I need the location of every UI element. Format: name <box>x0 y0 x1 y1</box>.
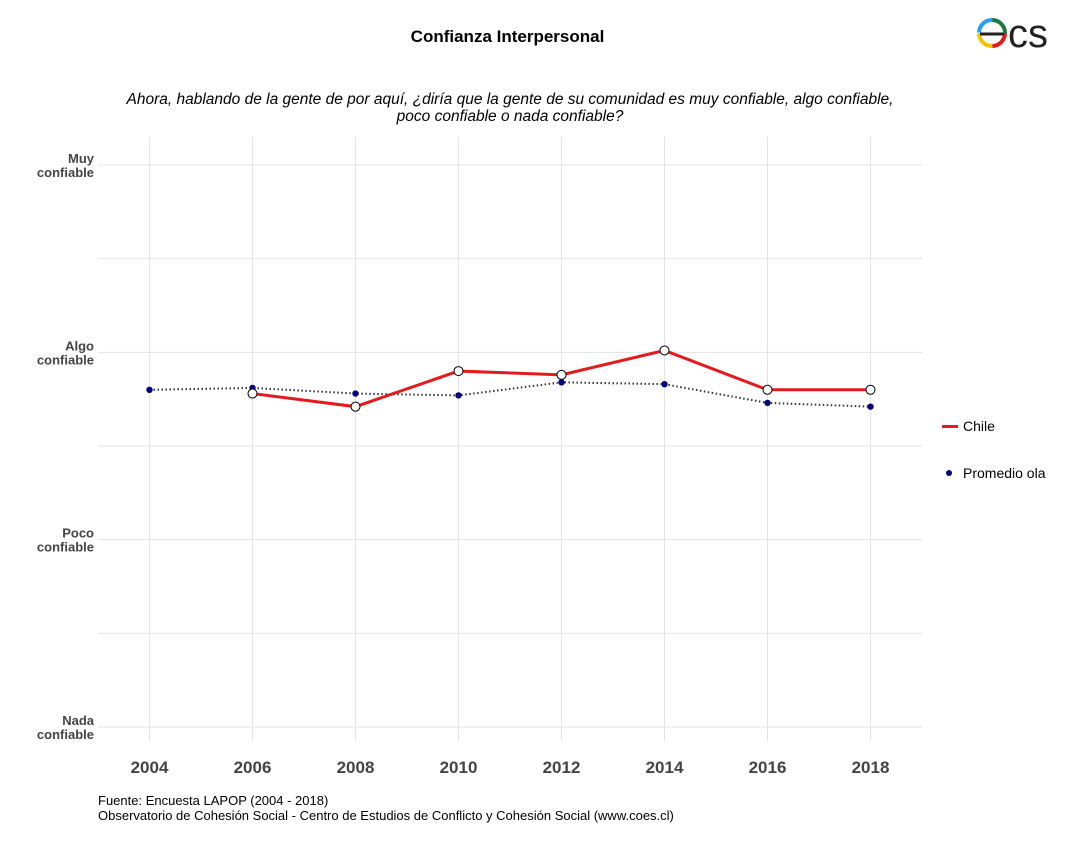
y-tick-label-line: Nada <box>62 713 95 728</box>
grid-lines <box>98 137 922 741</box>
point-promedio-ola <box>764 399 771 407</box>
x-tick-label: 2016 <box>749 758 787 777</box>
y-tick-label-line: Poco <box>62 526 94 541</box>
y-tick-label-line: confiable <box>37 540 94 555</box>
source-line-1: Fuente: Encuesta LAPOP (2004 - 2018) <box>98 793 329 808</box>
point-chile <box>556 369 567 380</box>
x-tick-label: 2014 <box>646 758 684 777</box>
point-promedio-ola <box>352 390 359 397</box>
point-promedio-ola <box>455 392 462 399</box>
x-tick-label: 2008 <box>337 758 375 777</box>
x-tick-label: 2010 <box>440 758 478 777</box>
y-tick-label-line: confiable <box>37 727 94 742</box>
legend-item-chile: Chile <box>940 415 1046 437</box>
series-line-promedio-ola <box>149 381 871 408</box>
point-chile <box>247 388 258 399</box>
x-tick-label: 2006 <box>234 758 272 777</box>
logo-text: cs <box>1008 12 1048 54</box>
legend: Chile Promedio ola <box>940 415 1046 509</box>
point-chile <box>659 345 670 356</box>
y-tick-label-line: confiable <box>37 165 94 180</box>
legend-item-promedio: Promedio ola <box>940 462 1046 484</box>
y-tick-label: Nada confiable <box>37 713 95 742</box>
y-tick-label: Algo confiable <box>37 338 94 367</box>
y-tick-label-line: Muy <box>68 151 95 166</box>
point-chile <box>350 401 361 412</box>
legend-label-chile: Chile <box>963 418 995 434</box>
point-promedio-ola <box>146 386 153 393</box>
coes-logo: cs <box>977 12 1048 54</box>
x-tick-label: 2012 <box>543 758 581 777</box>
source-note: Fuente: Encuesta LAPOP (2004 - 2018) Obs… <box>98 793 674 823</box>
point-promedio-ola <box>661 380 668 388</box>
legend-key-dot-icon <box>940 466 958 480</box>
series-layer <box>146 345 876 412</box>
x-axis-labels: 2004 2006 2008 2010 2012 2014 2016 2018 <box>131 758 890 777</box>
y-tick-label: Muy confiable <box>37 151 95 180</box>
x-tick-label: 2018 <box>852 758 890 777</box>
point-chile <box>762 384 773 395</box>
logo-ring-green <box>977 18 1007 48</box>
y-tick-label: Poco confiable <box>37 526 94 555</box>
x-tick-label: 2004 <box>131 758 169 777</box>
logo-ring-blue <box>977 18 1007 48</box>
chart-title: Confianza Interpersonal <box>410 27 605 46</box>
point-promedio-ola <box>558 379 565 386</box>
legend-label-promedio: Promedio ola <box>963 465 1046 481</box>
point-chile <box>865 384 876 395</box>
legend-key-line-icon <box>940 419 958 433</box>
source-line-2: Observatorio de Cohesión Social - Centro… <box>98 808 674 823</box>
point-chile <box>453 366 464 377</box>
chart-subtitle: Ahora, hablando de la gente de por aquí,… <box>126 91 894 125</box>
y-tick-label-line: confiable <box>37 352 94 367</box>
point-promedio-ola <box>867 403 874 410</box>
y-tick-label-line: Algo <box>65 338 94 353</box>
logo-ring-yellow <box>977 18 1007 48</box>
